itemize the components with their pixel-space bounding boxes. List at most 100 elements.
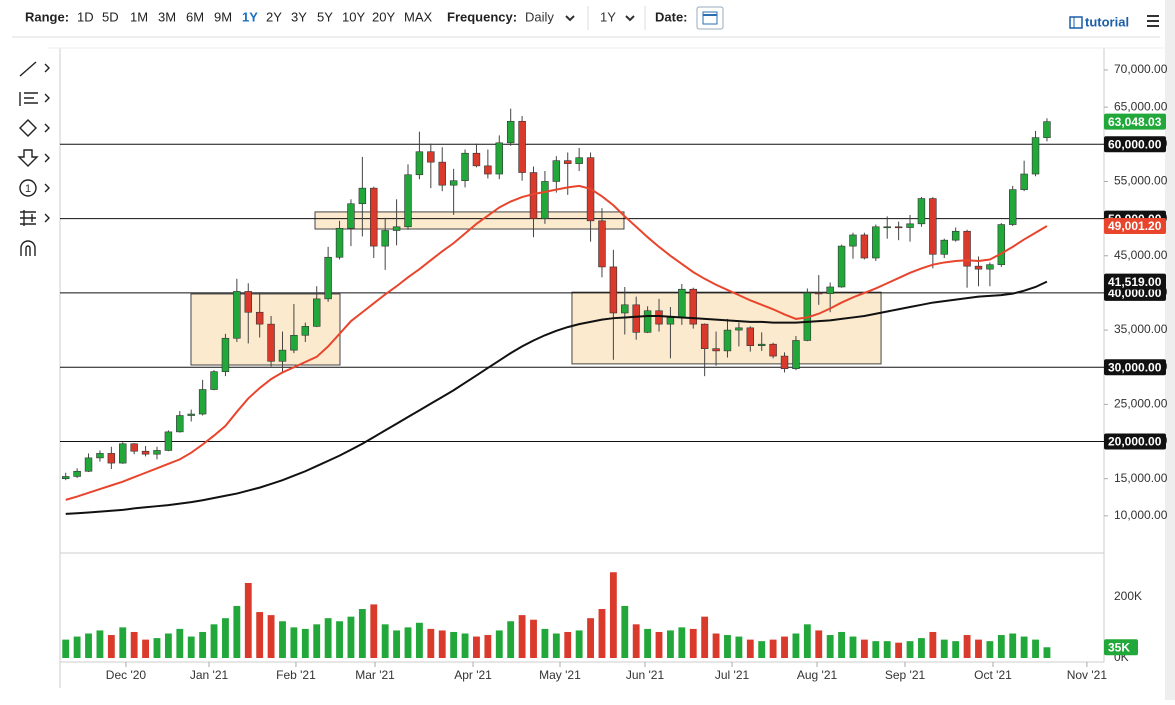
- candle-body: [119, 443, 127, 464]
- candle-body: [575, 157, 583, 164]
- range-button[interactable]: 1Y: [242, 9, 258, 24]
- volume-bar: [518, 615, 526, 658]
- volume-bar: [792, 633, 800, 658]
- range-button[interactable]: 3M: [158, 9, 176, 24]
- candle-body: [815, 292, 823, 295]
- tutorial-link[interactable]: tutorial: [1085, 14, 1129, 29]
- candle-body: [906, 223, 914, 228]
- candle-body: [335, 227, 344, 258]
- volume-bar: [415, 622, 423, 658]
- range-button[interactable]: 5Y: [317, 9, 333, 24]
- last-price-badge-label: 63,048.03: [1108, 115, 1162, 129]
- candle-body: [107, 453, 116, 464]
- volume-bar: [347, 616, 355, 658]
- volume-bar: [381, 624, 389, 658]
- range-button[interactable]: 20Y: [372, 9, 395, 24]
- candle-body: [370, 187, 378, 247]
- volume-bar: [552, 633, 560, 658]
- range-button[interactable]: 9M: [214, 9, 232, 24]
- candle-body: [141, 450, 150, 455]
- volume-tick-label: 200K: [1114, 589, 1142, 603]
- candle-body: [826, 286, 834, 294]
- x-tick-label: Nov '21: [1067, 668, 1108, 682]
- candle-body: [244, 291, 252, 313]
- volume-bar: [838, 631, 845, 658]
- range-button[interactable]: 3Y: [291, 9, 307, 24]
- tree-tool[interactable]: [20, 210, 50, 226]
- level-badge: [1104, 359, 1166, 376]
- y-tick-label: 65,000.00: [1114, 99, 1168, 113]
- volume-bar: [735, 636, 743, 658]
- counter-tool[interactable]: [19, 179, 50, 197]
- frequency-label: Frequency:: [447, 9, 517, 24]
- candle-body: [449, 180, 458, 186]
- moving-average: [65, 280, 1048, 515]
- volume-bar: [393, 630, 401, 658]
- candle-body: [164, 431, 173, 451]
- chevron: [625, 15, 635, 22]
- x-tick-label: Aug '21: [797, 668, 838, 682]
- level-badge-label: 20,000.00: [1108, 435, 1162, 449]
- volume-bar: [176, 628, 184, 658]
- candle-body: [324, 256, 332, 300]
- period-select[interactable]: 1Y: [600, 9, 616, 24]
- frequency-select[interactable]: Daily: [525, 9, 554, 24]
- x-tick-label: Mar '21: [355, 668, 395, 682]
- volume-bar: [267, 615, 275, 658]
- last-price-badge: [1104, 113, 1166, 130]
- candle-body: [757, 343, 766, 346]
- volume-bar: [1020, 636, 1028, 658]
- candle-body: [61, 476, 70, 479]
- candle-body: [632, 304, 640, 333]
- candle-body: [438, 161, 446, 186]
- y-tick-label: 45,000.00: [1114, 248, 1168, 262]
- shape-tool[interactable]: [19, 119, 50, 137]
- candle-body: [415, 151, 424, 176]
- candle-body: [381, 230, 389, 247]
- range-button[interactable]: 6M: [186, 9, 204, 24]
- volume-bar: [849, 636, 857, 658]
- volume-bar: [164, 633, 172, 658]
- volume-bar: [918, 638, 925, 658]
- volume-bar: [826, 635, 834, 658]
- range-button[interactable]: 1M: [130, 9, 148, 24]
- range-button[interactable]: MAX: [404, 9, 433, 24]
- fib-tool[interactable]: [19, 92, 50, 106]
- range-button[interactable]: 2Y: [266, 9, 282, 24]
- last-volume-badge: [1104, 639, 1138, 656]
- range-button[interactable]: 5D: [102, 9, 119, 24]
- candle-body: [1020, 173, 1028, 190]
- calendar-button[interactable]: [696, 6, 724, 30]
- x-tick-label: Apr '21: [454, 668, 492, 682]
- candle-body: [1008, 189, 1017, 225]
- candle-body: [883, 226, 891, 229]
- candle-body: [96, 453, 104, 459]
- level-badge: [1104, 433, 1166, 450]
- candle-body: [963, 230, 971, 267]
- date-label: Date:: [655, 9, 688, 24]
- candle-body: [689, 288, 697, 325]
- candle-body: [427, 151, 435, 163]
- volume-bar: [883, 641, 891, 658]
- candle-body: [621, 304, 629, 314]
- candle-body: [1031, 137, 1040, 175]
- volume-bar: [370, 604, 378, 658]
- candle-body: [278, 349, 287, 362]
- candle-body: [255, 311, 264, 325]
- volume-bar: [73, 636, 81, 658]
- magnet-tool[interactable]: [20, 240, 36, 256]
- moving-average: [65, 184, 1048, 501]
- candle-body: [894, 226, 903, 229]
- volume-bar: [963, 635, 971, 658]
- candle-body: [153, 450, 161, 455]
- arrow-tool[interactable]: [17, 149, 50, 167]
- menu-button[interactable]: [1147, 15, 1159, 27]
- range-button[interactable]: 10Y: [342, 9, 365, 24]
- candle-body: [609, 266, 618, 314]
- candle-body: [849, 234, 857, 247]
- line-tool[interactable]: [19, 61, 50, 77]
- range-button[interactable]: 1D: [77, 9, 94, 24]
- candle-body: [290, 334, 298, 351]
- x-tick-label: Oct '21: [974, 668, 1012, 682]
